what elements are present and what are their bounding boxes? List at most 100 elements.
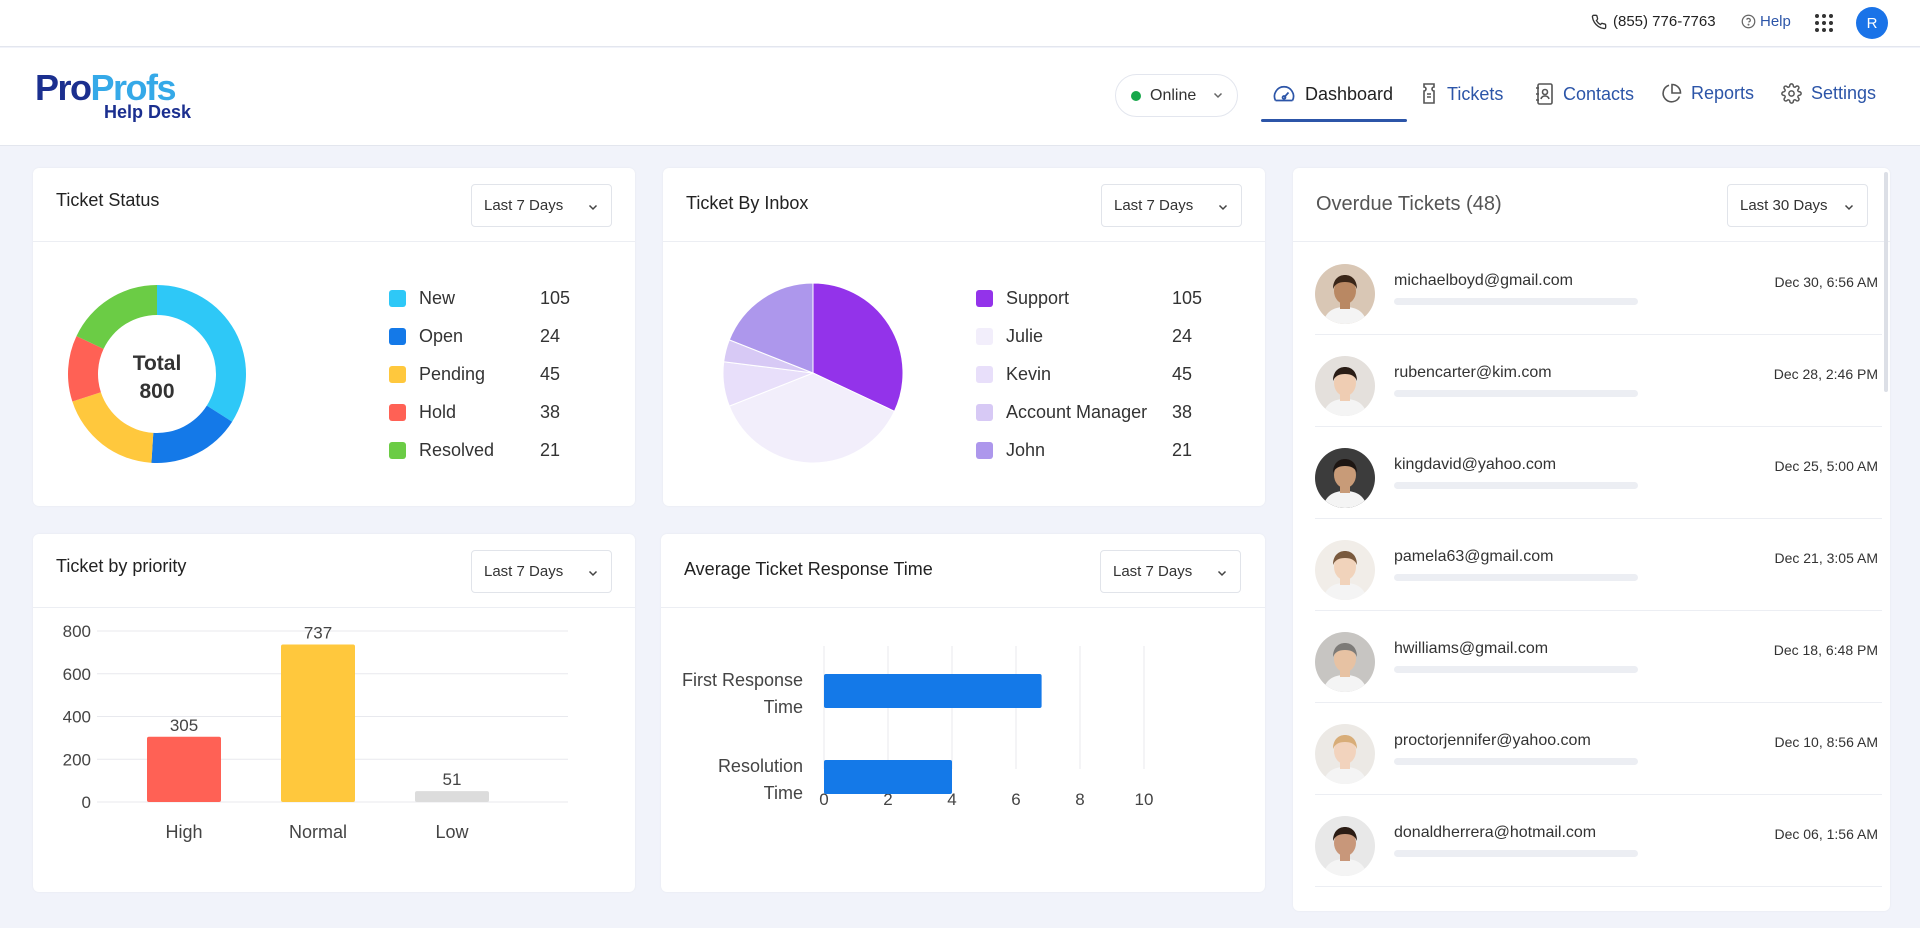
- ticket-by-inbox-pie-chart: [723, 283, 903, 463]
- ticket-date: Dec 10, 8:56 AM: [1774, 734, 1878, 750]
- nav-contacts[interactable]: Contacts: [1535, 83, 1634, 105]
- legend-value: 24: [1172, 326, 1193, 346]
- legend-label: Pending: [419, 363, 486, 384]
- card-title: Overdue Tickets (48): [1316, 193, 1502, 215]
- x-tick-label: 2: [883, 790, 892, 809]
- legend-value: 105: [540, 288, 571, 308]
- donut-slice-open[interactable]: [151, 405, 233, 463]
- chevron-down-icon: [588, 204, 598, 211]
- card-title: Ticket By Inbox: [686, 193, 809, 213]
- apps-grid-icon[interactable]: [1815, 14, 1833, 32]
- date-range-dropdown[interactable]: Last 7 Days: [1100, 550, 1241, 593]
- legend-label: Open: [419, 325, 464, 346]
- bar-resolution-time[interactable]: [824, 760, 952, 794]
- status-legend-item[interactable]: Pending 45: [389, 363, 560, 384]
- nav-settings[interactable]: Settings: [1781, 83, 1876, 104]
- status-legend-item[interactable]: New 105: [389, 287, 570, 308]
- ticket-by-priority-bar-chart: 0 200 400 600 800 305 High 737 Normal 51 Low: [63, 624, 568, 842]
- ticket-by-inbox-card: Ticket By Inbox Last 7 Days Support 105 Ju…: [663, 168, 1265, 506]
- bar-high[interactable]: [147, 736, 221, 802]
- overdue-ticket-row[interactable]: proctorjennifer@yahoo.com Dec 10, 8:56 AM: [1315, 703, 1882, 795]
- ticket-preview-placeholder: [1394, 390, 1638, 397]
- bar-normal[interactable]: [281, 644, 355, 802]
- status-label: Online: [1150, 86, 1197, 104]
- dropdown-label: Last 7 Days: [484, 197, 564, 214]
- help-link[interactable]: Help: [1741, 13, 1791, 30]
- inbox-legend-item[interactable]: Julie 24: [976, 326, 1192, 346]
- ticket-date: Dec 30, 6:56 AM: [1774, 274, 1878, 290]
- inbox-legend-item[interactable]: Kevin 45: [976, 364, 1192, 384]
- online-status-dropdown[interactable]: Online: [1115, 74, 1238, 117]
- card-title: Ticket by priority: [56, 556, 187, 576]
- bar-first-response-time[interactable]: [824, 674, 1042, 708]
- status-legend-item[interactable]: Hold 38: [389, 402, 560, 422]
- ticket-preview-placeholder: [1394, 666, 1638, 673]
- proprofs-logo[interactable]: ProProfs Help Desk: [35, 70, 191, 123]
- pie-slice-support[interactable]: [812, 283, 903, 412]
- gear-icon: [1781, 83, 1802, 104]
- customer-avatar: [1315, 816, 1375, 876]
- ticket-preview-placeholder: [1394, 298, 1638, 305]
- active-tab-indicator: [1261, 119, 1407, 122]
- customer-email[interactable]: rubencarter@kim.com: [1394, 364, 1552, 381]
- customer-email[interactable]: donaldherrera@hotmail.com: [1394, 824, 1597, 841]
- ticket-date: Dec 28, 2:46 PM: [1773, 366, 1878, 382]
- legend-label: Support: [1006, 287, 1070, 308]
- user-avatar[interactable]: R: [1856, 7, 1888, 39]
- legend-value: 105: [1172, 288, 1203, 308]
- status-legend-item[interactable]: Resolved 21: [389, 439, 560, 460]
- overdue-list-scrollbar[interactable]: [1884, 172, 1888, 392]
- legend-value: 21: [540, 440, 561, 460]
- donut-slice-resolved[interactable]: [76, 285, 157, 349]
- top-bar: (855) 776-7763 Help R: [0, 0, 1920, 47]
- speedometer-icon: [1273, 85, 1295, 102]
- legend-swatch: [389, 327, 406, 345]
- dropdown-label: Last 7 Days: [484, 563, 564, 580]
- donut-slice-new[interactable]: [157, 285, 246, 422]
- date-range-dropdown[interactable]: Last 7 Days: [471, 550, 612, 593]
- bar-value-label: 737: [304, 624, 332, 642]
- overdue-ticket-row[interactable]: kingdavid@yahoo.com Dec 25, 5:00 AM: [1315, 427, 1882, 519]
- overdue-ticket-row[interactable]: donaldherrera@hotmail.com Dec 06, 1:56 AM: [1315, 795, 1882, 887]
- donut-slice-hold[interactable]: [68, 336, 104, 402]
- nav-dashboard[interactable]: Dashboard: [1272, 83, 1393, 105]
- customer-email[interactable]: kingdavid@yahoo.com: [1394, 456, 1557, 473]
- x-tick-label: 10: [1135, 790, 1154, 809]
- bar-low[interactable]: [415, 791, 489, 802]
- donut-slice-pending[interactable]: [72, 392, 154, 463]
- overdue-ticket-row[interactable]: pamela63@gmail.com Dec 21, 3:05 AM: [1315, 519, 1882, 611]
- customer-email[interactable]: michaelboyd@gmail.com: [1394, 272, 1573, 289]
- overdue-ticket-row[interactable]: rubencarter@kim.com Dec 28, 2:46 PM: [1315, 335, 1882, 427]
- status-legend-item[interactable]: Open 24: [389, 325, 560, 346]
- phone-icon: [1591, 14, 1607, 29]
- inbox-legend-item[interactable]: Account Manager 38: [976, 402, 1192, 422]
- overdue-ticket-row[interactable]: hwilliams@gmail.com Dec 18, 6:48 PM: [1315, 611, 1882, 703]
- ticket-preview-placeholder: [1394, 758, 1638, 765]
- y-tick-label: Resolution Time: [718, 756, 803, 803]
- customer-email[interactable]: hwilliams@gmail.com: [1394, 640, 1549, 657]
- legend-label: New: [419, 287, 456, 308]
- inbox-legend-item[interactable]: John 21: [976, 439, 1192, 460]
- overdue-ticket-row[interactable]: michaelboyd@gmail.com Dec 30, 6:56 AM: [1315, 243, 1882, 335]
- date-range-dropdown[interactable]: Last 7 Days: [1101, 184, 1242, 227]
- customer-avatar: [1315, 264, 1375, 324]
- pie-slice-john[interactable]: [728, 283, 814, 374]
- pie-slice-julie[interactable]: [728, 372, 896, 463]
- ticket-by-priority-card: Ticket by priority Last 7 Days 0 200 400 60…: [33, 534, 635, 892]
- card-header: [33, 168, 635, 242]
- date-range-dropdown[interactable]: Last 30 Days: [1727, 184, 1868, 227]
- chevron-down-icon: [1217, 570, 1227, 577]
- nav-reports[interactable]: Reports: [1661, 83, 1754, 104]
- inbox-legend-item[interactable]: Support 105: [976, 287, 1202, 308]
- legend-label: John: [1006, 439, 1046, 460]
- legend-label: Resolved: [419, 439, 495, 460]
- bar-value-label: 305: [170, 716, 198, 735]
- nav-tickets[interactable]: Tickets: [1420, 83, 1503, 105]
- question-circle-icon: [1741, 14, 1756, 29]
- phone-link[interactable]: (855) 776-7763: [1591, 13, 1716, 30]
- customer-email[interactable]: pamela63@gmail.com: [1394, 548, 1554, 565]
- x-tick-label: 8: [1075, 790, 1084, 809]
- ticket-date: Dec 21, 3:05 AM: [1774, 550, 1878, 566]
- customer-email[interactable]: proctorjennifer@yahoo.com: [1394, 732, 1591, 749]
- date-range-dropdown[interactable]: Last 7 Days: [471, 184, 612, 227]
